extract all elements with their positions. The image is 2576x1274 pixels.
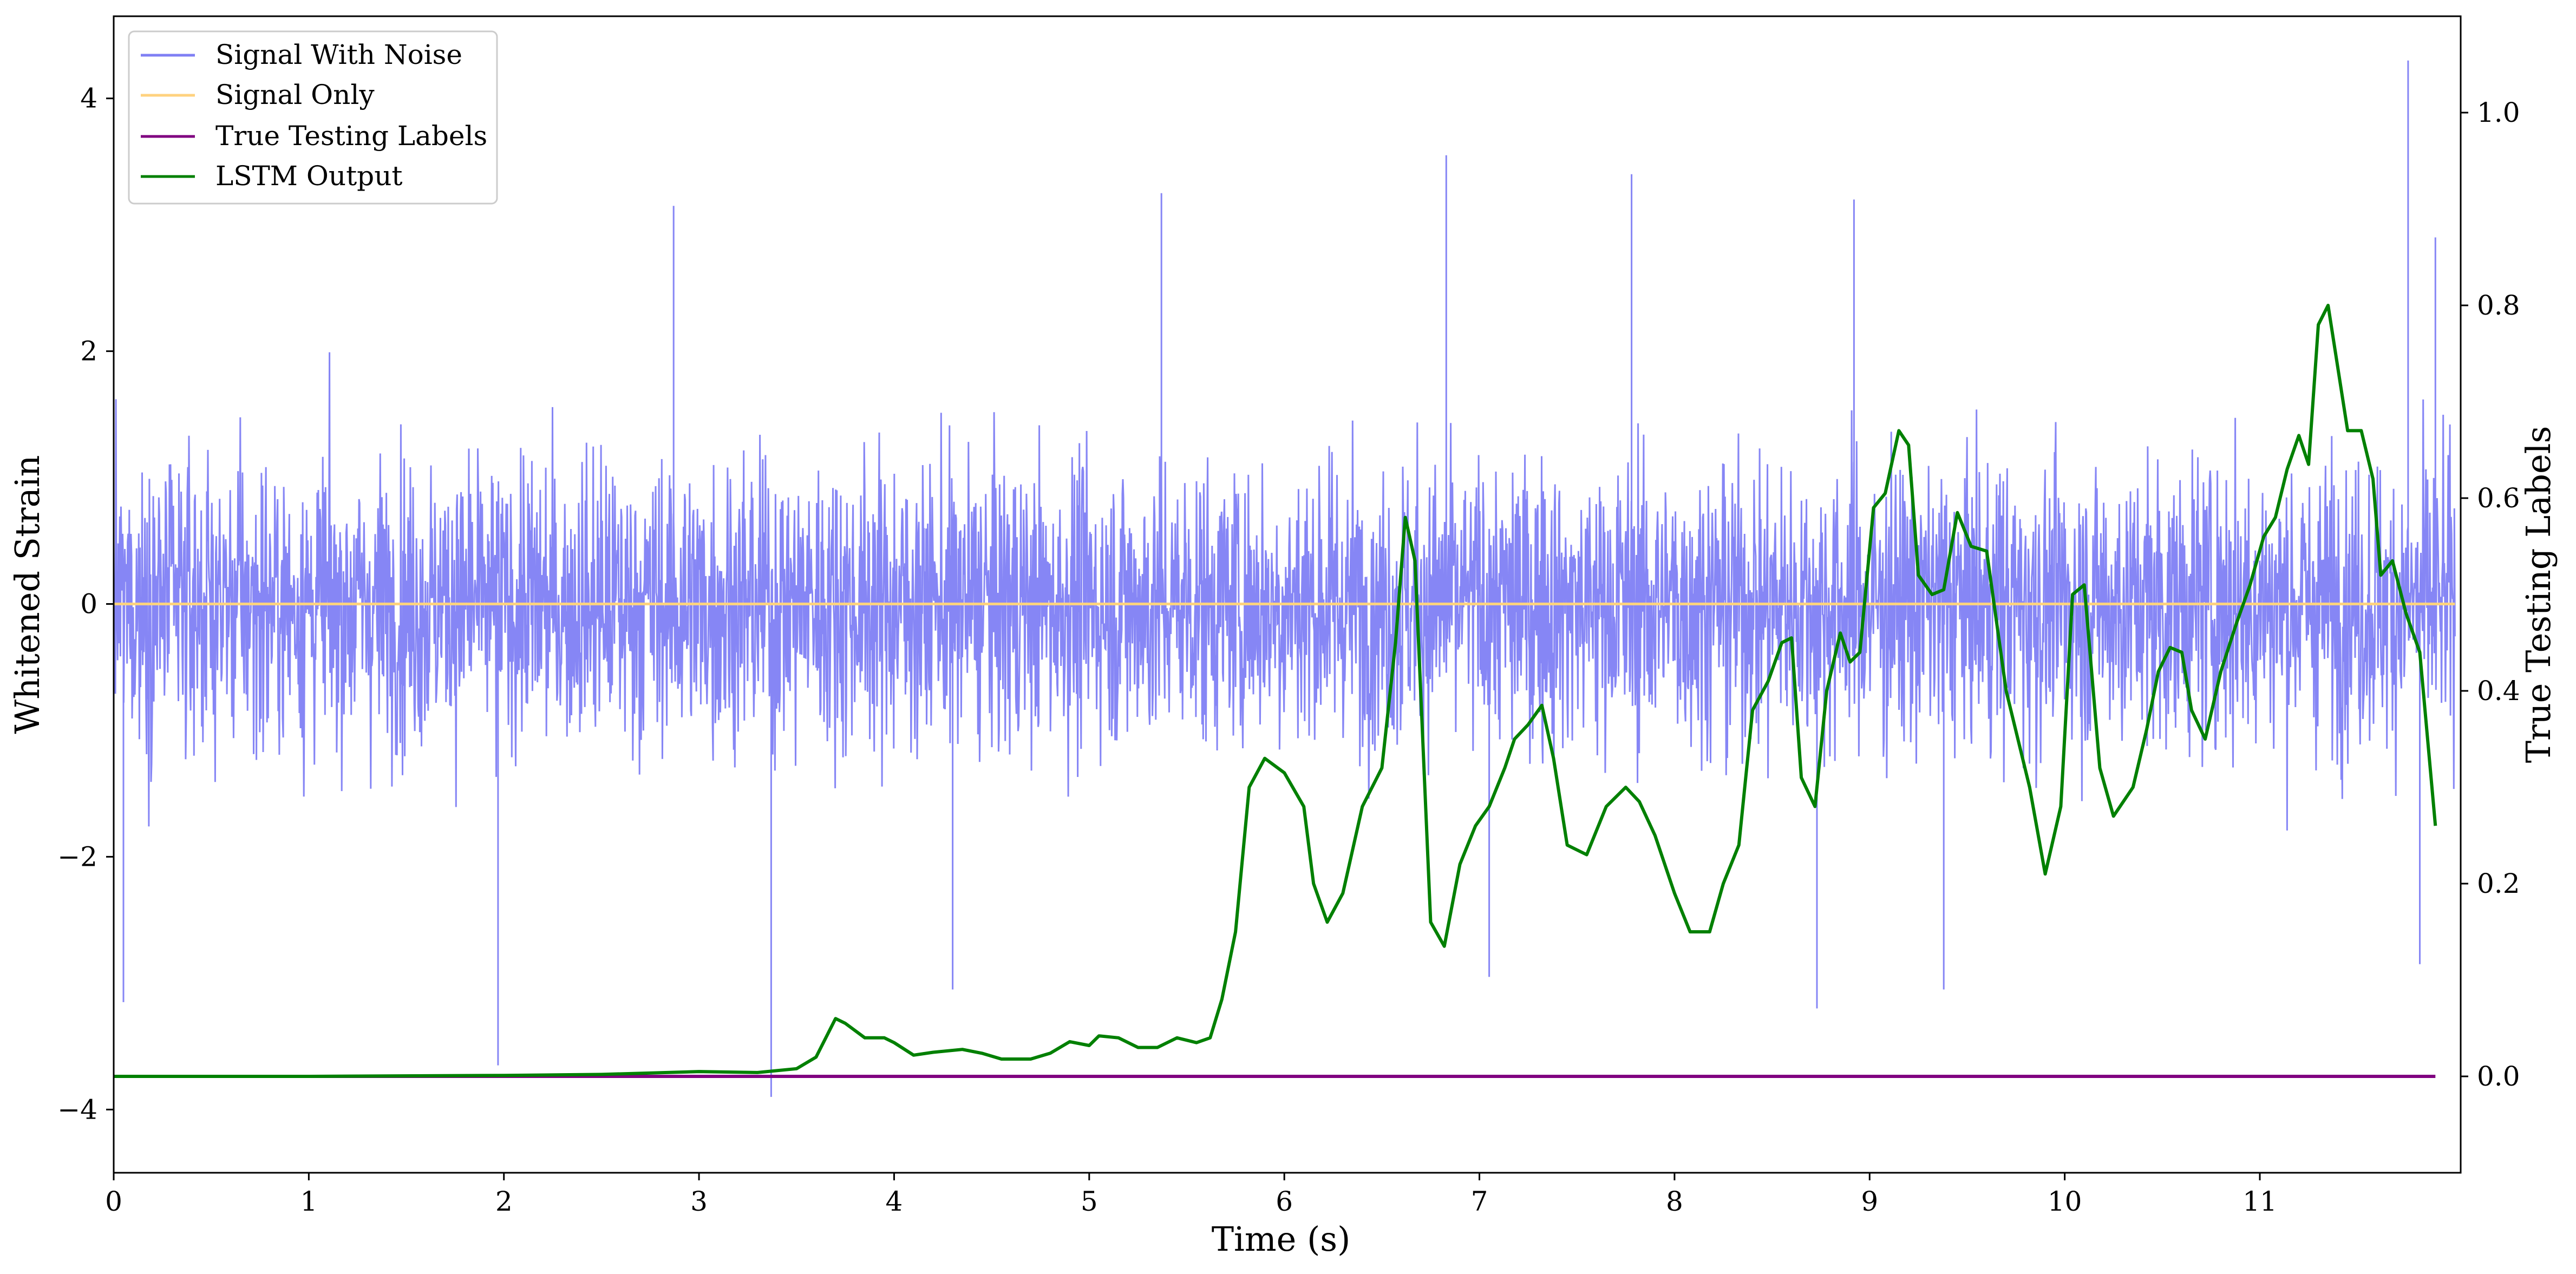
legend-label-true-testing-labels: True Testing Labels [215, 120, 487, 152]
lstm-output-line [114, 304, 2437, 1078]
x-tick-label: 5 [1081, 1186, 1098, 1217]
y2-tick-label: 0.2 [2477, 868, 2520, 899]
signal-with-noise-series [114, 60, 2456, 1097]
legend: Signal With Noise Signal Only True Testi… [128, 30, 498, 205]
y2-axis-title: True Testing Labels [2519, 426, 2558, 763]
y2-tick-label: 1.0 [2477, 97, 2520, 128]
y-tick-label: 0 [80, 589, 97, 620]
x-tick-label: 8 [1666, 1186, 1683, 1217]
legend-label-lstm-output: LSTM Output [215, 160, 402, 192]
y-tick-label: −2 [57, 841, 97, 872]
y-tick-label: 2 [80, 336, 97, 367]
x-tick-label: 3 [690, 1186, 708, 1217]
y-axis-left: −4 −2 0 2 4 [57, 83, 114, 1125]
plot-lines [114, 304, 2455, 1078]
y2-tick-label: 0.6 [2477, 482, 2520, 514]
y2-tick-label: 0.4 [2477, 675, 2520, 707]
x-tick-label: 6 [1276, 1186, 1293, 1217]
x-tick-label: 4 [886, 1186, 903, 1217]
y-axis-right: 0.0 0.2 0.4 0.6 0.8 1.0 [2461, 97, 2520, 1092]
x-tick-label: 7 [1471, 1186, 1488, 1217]
signal-with-noise-line [114, 60, 2456, 1097]
x-axis-title: Time (s) [1212, 1219, 1351, 1259]
legend-label-signal-with-noise: Signal With Noise [215, 39, 462, 70]
x-tick-label: 2 [495, 1186, 513, 1217]
x-axis: 0 1 2 3 4 5 6 7 8 9 10 11 [105, 1173, 2277, 1217]
legend-label-signal-only: Signal Only [215, 79, 375, 110]
plot-frame [113, 15, 2462, 1174]
x-tick-label: 9 [1861, 1186, 1878, 1217]
x-tick-label: 11 [2242, 1186, 2277, 1217]
y-tick-label: 4 [80, 83, 97, 114]
y2-tick-label: 0.0 [2477, 1061, 2520, 1092]
legend-box [128, 30, 498, 205]
x-tick-label: 1 [300, 1186, 317, 1217]
y2-tick-label: 0.8 [2477, 290, 2520, 321]
x-tick-label: 0 [105, 1186, 122, 1217]
x-tick-label: 10 [2048, 1186, 2082, 1217]
y-axis-title: Whitened Strain [8, 455, 47, 734]
y-tick-label: −4 [57, 1094, 97, 1125]
